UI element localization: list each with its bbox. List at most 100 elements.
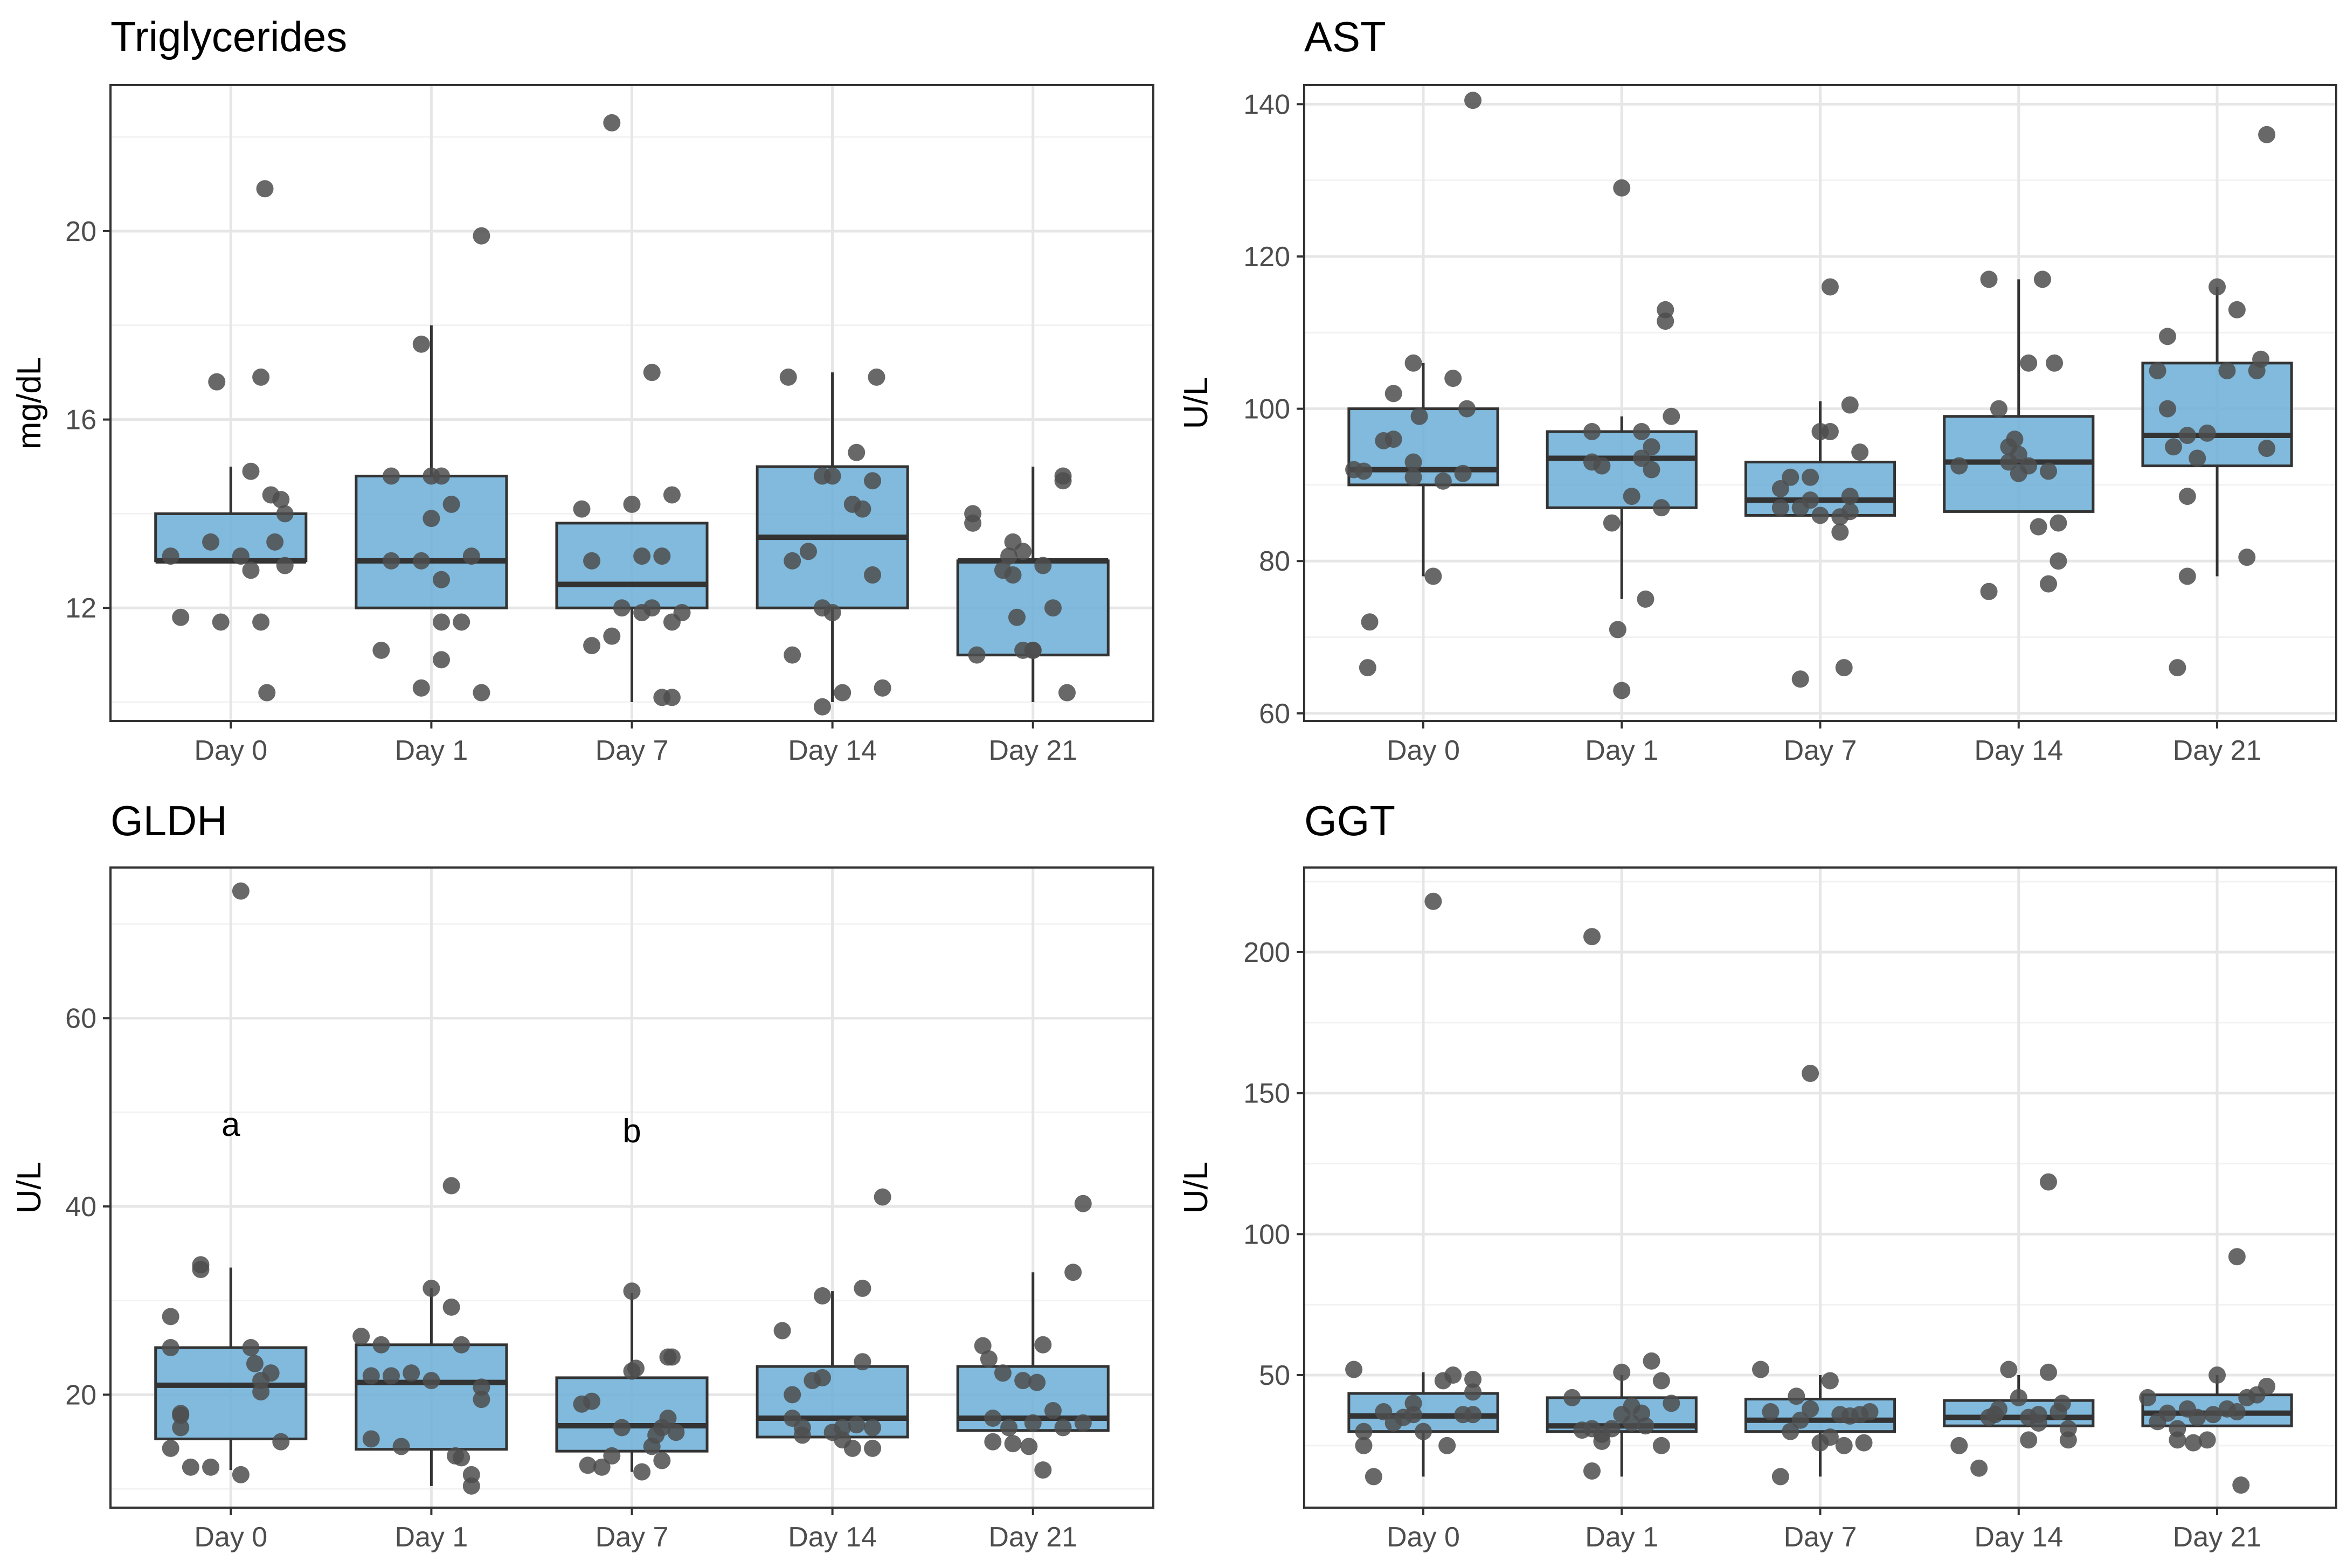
data-point (2189, 449, 2206, 467)
data-point (453, 1449, 470, 1467)
data-point (974, 1337, 992, 1355)
data-point (2053, 1394, 2071, 1412)
data-point (1802, 1400, 1819, 1418)
data-point (2169, 1431, 2186, 1449)
box-day-21 (2139, 1248, 2293, 1494)
data-point (814, 1287, 832, 1305)
data-point (423, 1372, 440, 1390)
data-point (1074, 1195, 1092, 1212)
data-point (1444, 1366, 1462, 1384)
data-point (1782, 1423, 1799, 1440)
data-point (784, 1386, 801, 1404)
box-day-14 (1943, 270, 2095, 600)
data-point (633, 1463, 651, 1481)
box-day-14 (1943, 1173, 2095, 1477)
data-point (473, 684, 490, 702)
data-point (2178, 567, 2196, 585)
data-point (1613, 682, 1631, 699)
panel-ast: 60 80 100 120 140 Day 0 Day 1 Day 7 Day 14 Day 21… (1178, 13, 2337, 766)
y-tick-label: 80 (1259, 546, 1290, 577)
y-axis-label: U/L (1178, 377, 1215, 429)
y-tick-label: 50 (1259, 1360, 1290, 1391)
box-day-7 (555, 114, 709, 706)
y-tick-label: 140 (1243, 89, 1290, 120)
data-point (172, 608, 190, 626)
data-point (1424, 567, 1442, 585)
data-point (473, 1391, 490, 1409)
data-point (372, 641, 390, 659)
chart-title: Triglycerides (110, 13, 347, 60)
x-tick-label: Day 14 (788, 1522, 877, 1553)
y-tick-label: 60 (65, 1003, 96, 1035)
data-point (1782, 468, 1799, 486)
data-point (653, 1452, 671, 1469)
data-point (1444, 370, 1462, 387)
data-point (242, 462, 260, 480)
x-tick-label: Day 7 (596, 735, 669, 766)
data-point (1044, 599, 1062, 617)
data-point (1464, 1370, 1482, 1388)
data-point (432, 571, 450, 588)
y-tick-label: 200 (1243, 937, 1290, 968)
data-point (1004, 1435, 1022, 1453)
data-point (1633, 449, 1651, 467)
data-point (868, 368, 885, 386)
data-point (1375, 1403, 1393, 1421)
data-point (212, 613, 230, 631)
box-day-14 (756, 368, 909, 716)
data-point (2006, 431, 2024, 448)
data-point (276, 557, 294, 574)
data-point (1355, 462, 1373, 480)
x-tick-label: Day 0 (194, 735, 267, 766)
data-point (1404, 1406, 1422, 1424)
data-point (1054, 467, 1072, 485)
data-point (2040, 1363, 2058, 1381)
data-point (583, 1392, 601, 1410)
chart-title: AST (1304, 13, 1386, 60)
box-day-21 (2141, 126, 2293, 677)
box-day-1 (355, 227, 508, 702)
data-point (382, 1367, 400, 1385)
data-point (799, 543, 817, 560)
data-point (583, 552, 601, 570)
data-point (1014, 543, 1032, 560)
data-point (603, 627, 621, 645)
data-point (1950, 457, 1968, 475)
data-point (1404, 453, 1422, 471)
data-point (1384, 431, 1402, 448)
data-point (854, 500, 871, 518)
data-point (2158, 1404, 2176, 1422)
x-tick-label: Day 21 (988, 735, 1077, 766)
y-tick-label: 40 (65, 1191, 96, 1223)
data-point (182, 1458, 199, 1476)
data-point (2033, 270, 2051, 288)
data-point (793, 1426, 811, 1444)
data-point (462, 1477, 480, 1495)
data-point (814, 1369, 832, 1386)
data-point (1414, 1423, 1432, 1440)
data-point (779, 368, 797, 386)
data-point (2169, 659, 2186, 677)
data-point (663, 689, 681, 706)
x-tick-label: Day 21 (2173, 1522, 2262, 1553)
data-point (1791, 670, 1809, 688)
data-point (1835, 659, 1853, 677)
data-point (1464, 92, 1482, 109)
box-day-1 (1546, 928, 1698, 1480)
data-point (864, 566, 882, 584)
data-point (1404, 468, 1422, 486)
data-point (1841, 503, 1859, 521)
data-point (823, 467, 841, 485)
data-point (392, 1438, 410, 1455)
data-point (1831, 523, 1849, 541)
data-point (854, 1353, 871, 1371)
data-point (208, 373, 226, 391)
data-point (613, 1419, 631, 1437)
y-tick-label: 20 (65, 216, 96, 247)
data-point (1657, 301, 1674, 318)
box-day-0 (154, 180, 308, 702)
box-day-7 (1744, 1065, 1896, 1486)
data-point (1841, 488, 1859, 505)
data-point (1663, 1394, 1680, 1412)
box-iqr (1546, 430, 1698, 509)
